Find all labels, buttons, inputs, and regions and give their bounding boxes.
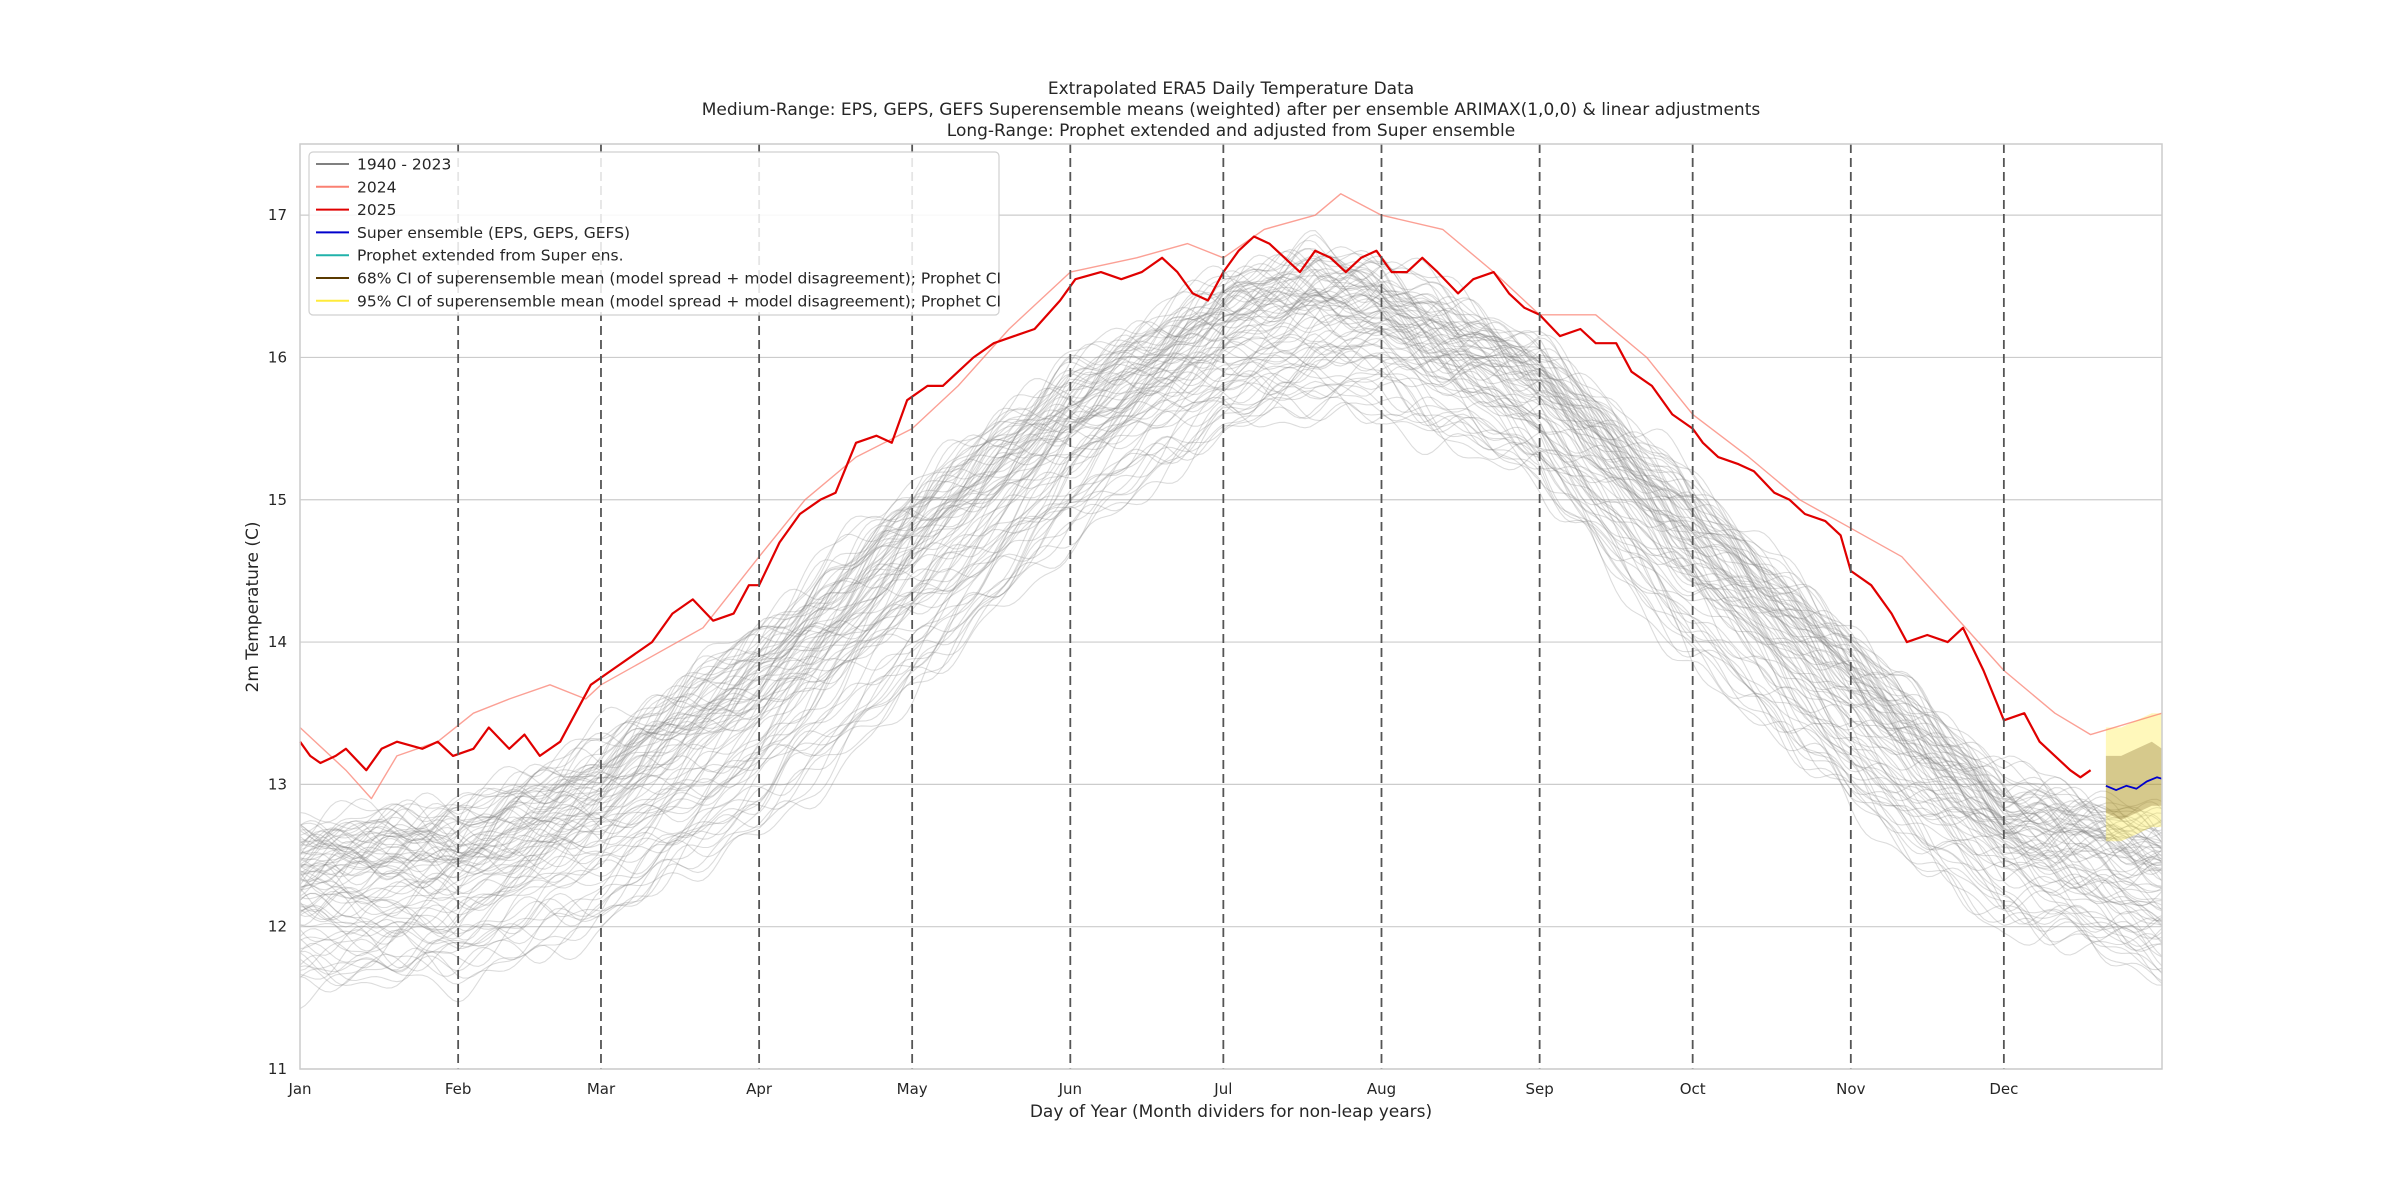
historical-year-line <box>299 257 2163 854</box>
legend-frame <box>308 151 1000 316</box>
historical-year-line <box>299 376 2163 989</box>
x-tick-label: Apr <box>746 1080 773 1098</box>
axes: 11 12 13 14 15 16 17 Jan Feb Mar Apr May Jun Jul Aug Se… <box>268 143 2163 1098</box>
ci-band-68ci <box>2105 741 2162 820</box>
historical-year-line <box>299 301 2163 913</box>
historical-year-line <box>299 247 2163 844</box>
y-tick-label: 17 <box>268 206 287 224</box>
historical-year-line <box>299 305 2163 907</box>
y-tick-label: 16 <box>268 348 287 366</box>
legend-label: 2024 <box>357 178 396 196</box>
historical-year-line <box>299 230 2163 860</box>
historical-year-line <box>299 273 2163 863</box>
historical-year-line <box>299 306 2163 895</box>
legend: 1940 - 2023 2024 2025 Super ensemble (EPS, … <box>308 151 1001 316</box>
plot-area <box>299 144 2163 1070</box>
y-tick-label: 14 <box>268 633 287 651</box>
historical-year-line <box>299 286 2163 876</box>
x-tick-label: Jun <box>1058 1080 1082 1098</box>
y-tick-label: 15 <box>268 491 287 509</box>
x-tick-label: Jan <box>287 1080 311 1098</box>
historical-year-line <box>299 290 2163 889</box>
historical-year-line <box>299 354 2163 952</box>
ci-band-95ci <box>2105 713 2162 842</box>
historical-year-line <box>299 330 2163 929</box>
historical-year-line <box>299 262 2163 870</box>
historical-year-line <box>299 289 2163 926</box>
historical-year-line <box>299 305 2163 917</box>
legend-label: Super ensemble (EPS, GEPS, GEFS) <box>357 224 630 242</box>
historical-year-line <box>299 329 2163 956</box>
historical-year-line <box>299 303 2163 888</box>
historical-year-line <box>299 254 2163 848</box>
legend-label: 68% CI of superensemble mean (model spre… <box>357 270 1001 288</box>
y-tick-label: 13 <box>268 775 287 793</box>
x-tick-label: Jul <box>1213 1080 1232 1098</box>
historical-year-line <box>299 401 2163 1003</box>
historical-year-line <box>299 337 2163 935</box>
historical-year-line <box>299 333 2163 930</box>
x-tick-label: Feb <box>445 1080 472 1098</box>
legend-label: Prophet extended from Super ens. <box>357 247 624 265</box>
plot-frame <box>299 143 2163 1070</box>
legend-label: 95% CI of superensemble mean (model spre… <box>357 292 1001 310</box>
historical-year-line <box>299 289 2163 873</box>
historical-series-group <box>299 230 2163 1010</box>
historical-year-line <box>299 354 2163 969</box>
x-axis-label: Day of Year (Month dividers for non-leap… <box>1030 1102 1432 1122</box>
title-line-2: Medium-Range: EPS, GEPS, GEFS Superensem… <box>702 100 1761 120</box>
legend-label: 1940 - 2023 <box>357 156 451 174</box>
historical-year-line <box>299 239 2163 868</box>
x-tick-label: Dec <box>1989 1080 2018 1098</box>
historical-year-line <box>299 255 2163 850</box>
legend-label: 2025 <box>357 201 396 219</box>
historical-year-line <box>299 372 2163 983</box>
y-tick-label: 11 <box>268 1060 287 1078</box>
x-tick-label: Mar <box>587 1080 616 1098</box>
historical-year-line <box>299 273 2163 881</box>
x-tick-label: Sep <box>1525 1080 1553 1098</box>
series-line-super-ensemble-eps-geps-gefs <box>2105 776 2163 791</box>
historical-year-line <box>299 295 2163 921</box>
x-tick-label: May <box>897 1080 928 1098</box>
historical-year-line <box>299 254 2163 846</box>
title-line-1: Extrapolated ERA5 Daily Temperature Data <box>1048 79 1414 99</box>
historical-year-line <box>299 346 2163 941</box>
series-line-2024 <box>299 193 2163 800</box>
historical-year-line <box>299 384 2163 980</box>
x-tick-label: Nov <box>1836 1080 1865 1098</box>
historical-year-line <box>299 368 2163 1010</box>
chart-title: Extrapolated ERA5 Daily Temperature Data… <box>702 79 1761 141</box>
historical-year-line <box>299 259 2163 853</box>
historical-year-line <box>299 268 2163 888</box>
y-axis-label: 2m Temperature (C) <box>243 521 263 692</box>
x-tick-label: Aug <box>1367 1080 1396 1098</box>
historical-year-line <box>299 373 2163 967</box>
y-tick-label: 12 <box>268 918 287 936</box>
x-tick-label: Oct <box>1680 1080 1706 1098</box>
title-line-3: Long-Range: Prophet extended and adjuste… <box>947 121 1515 141</box>
historical-year-line <box>299 330 2163 942</box>
historical-year-line <box>299 278 2163 865</box>
series-line-2025 <box>299 235 2092 779</box>
